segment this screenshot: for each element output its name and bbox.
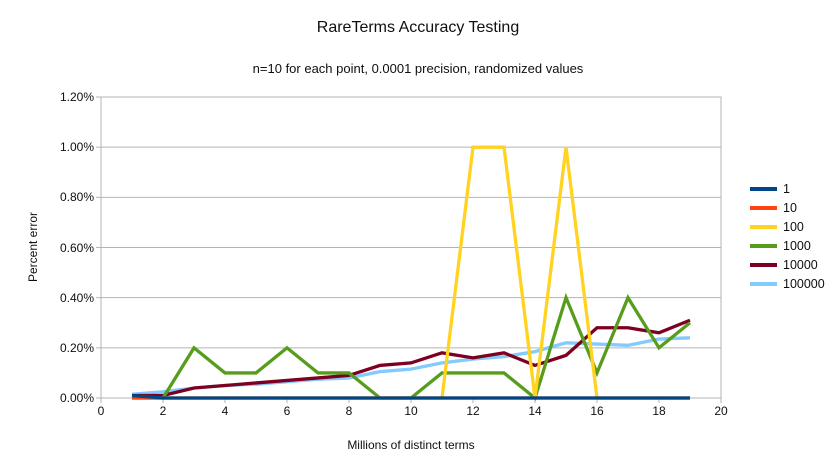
legend-item: 100 xyxy=(750,217,825,236)
series-line-1 xyxy=(131,393,690,400)
x-tick-label: 8 xyxy=(345,404,353,418)
series-line-10000 xyxy=(132,318,691,398)
legend-label: 1000 xyxy=(783,238,811,253)
x-tick-label: 10 xyxy=(404,404,418,418)
y-tick-label: 0.80% xyxy=(59,190,94,205)
x-tick-label: 16 xyxy=(590,404,604,418)
legend-item: 10000 xyxy=(750,255,825,274)
y-tick-label: 1.00% xyxy=(59,140,94,155)
legend: 1 10 100 1000 10000 100000 xyxy=(750,179,825,293)
x-tick-label: 12 xyxy=(466,404,480,418)
legend-label: 100 xyxy=(783,219,804,234)
legend-item: 100000 xyxy=(750,274,825,293)
x-tick-label: 4 xyxy=(221,404,229,418)
legend-item: 10 xyxy=(750,198,825,217)
legend-label: 100000 xyxy=(783,276,825,291)
y-tick-label: 0.00% xyxy=(59,391,94,405)
x-tick-label: 14 xyxy=(528,404,542,418)
x-tick-label: 2 xyxy=(159,404,167,418)
y-tick-label: 0.20% xyxy=(59,340,94,355)
x-tick-label: 0 xyxy=(97,404,105,418)
y-tick-label: 1.20% xyxy=(59,90,94,104)
legend-swatch xyxy=(750,186,777,191)
series-line-100 xyxy=(132,145,690,400)
legend-swatch xyxy=(750,281,777,286)
legend-item: 1000 xyxy=(750,236,825,255)
chart-subtitle: n=10 for each point, 0.0001 precision, r… xyxy=(252,61,584,76)
legend-swatch xyxy=(750,243,777,248)
legend-item: 1 xyxy=(750,179,825,198)
x-tick-label: 20 xyxy=(714,404,728,418)
chart-title: RareTerms Accuracy Testing xyxy=(316,19,520,36)
legend-swatch xyxy=(750,224,777,229)
x-tick-label: 18 xyxy=(652,404,666,418)
legend-label: 1 xyxy=(783,181,790,196)
x-tick-label: 6 xyxy=(283,404,291,418)
y-tick-label: 0.60% xyxy=(59,240,94,255)
x-axis-title: Millions of distinct terms xyxy=(347,438,475,452)
legend-label: 10 xyxy=(783,200,797,215)
legend-label: 10000 xyxy=(783,257,818,272)
legend-swatch xyxy=(750,262,777,267)
legend-swatch xyxy=(750,205,777,210)
y-tick-label: 0.40% xyxy=(59,290,94,305)
